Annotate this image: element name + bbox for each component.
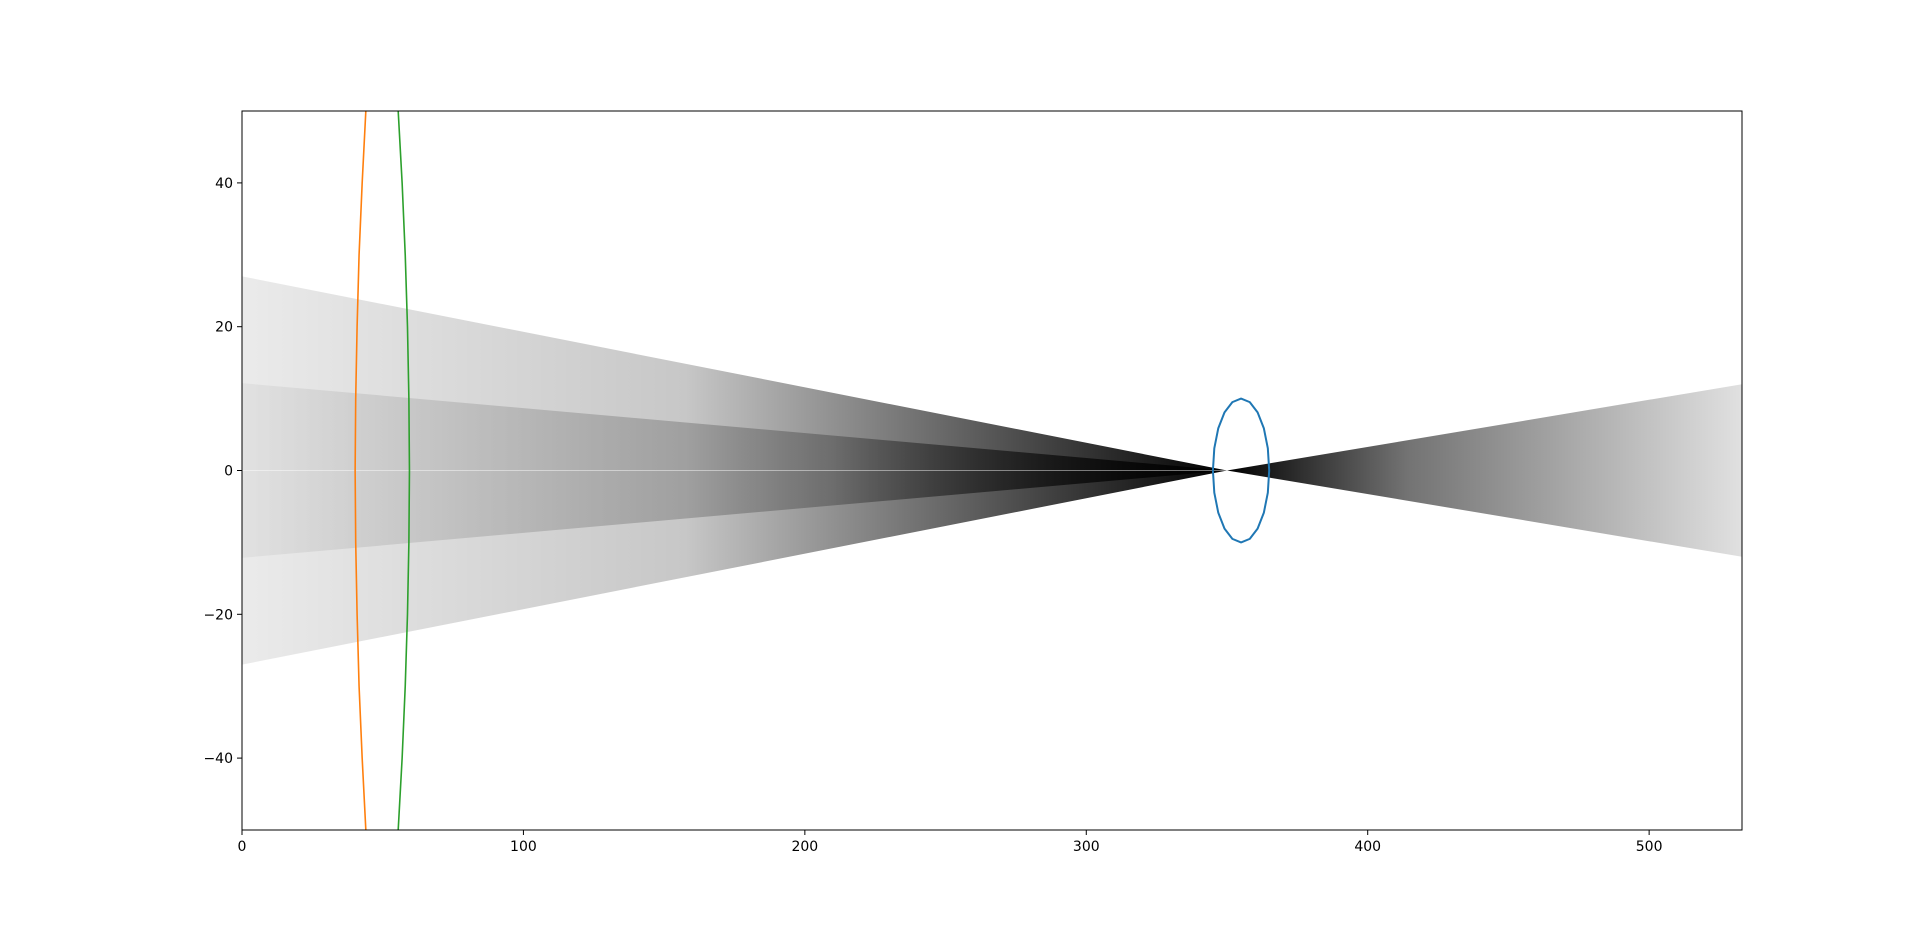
x-tick-label: 200 [791,839,818,855]
x-axis: 0 100 200 300 400 500 [238,830,1663,855]
y-tick-label: 20 [215,320,233,336]
y-axis: −40 −20 0 20 40 [203,176,242,767]
ray-bundle [242,276,1742,665]
series-arc-curve-1 [354,111,367,830]
series-arc-curve-2 [397,111,411,830]
y-tick-label: −20 [203,607,233,623]
x-tick-label: 300 [1073,839,1100,855]
y-tick-label: 0 [224,464,233,480]
x-tick-label: 100 [510,839,537,855]
y-tick-label: 40 [215,176,233,192]
x-tick-label: 0 [238,839,247,855]
x-tick-label: 500 [1636,839,1663,855]
x-tick-label: 400 [1354,839,1381,855]
ray-bundle-right [1226,384,1742,557]
y-tick-label: −40 [203,751,233,767]
series-ellipse-curve [1211,397,1271,544]
ray-bundle-left-core [242,383,1227,558]
series-layer [354,111,1271,830]
